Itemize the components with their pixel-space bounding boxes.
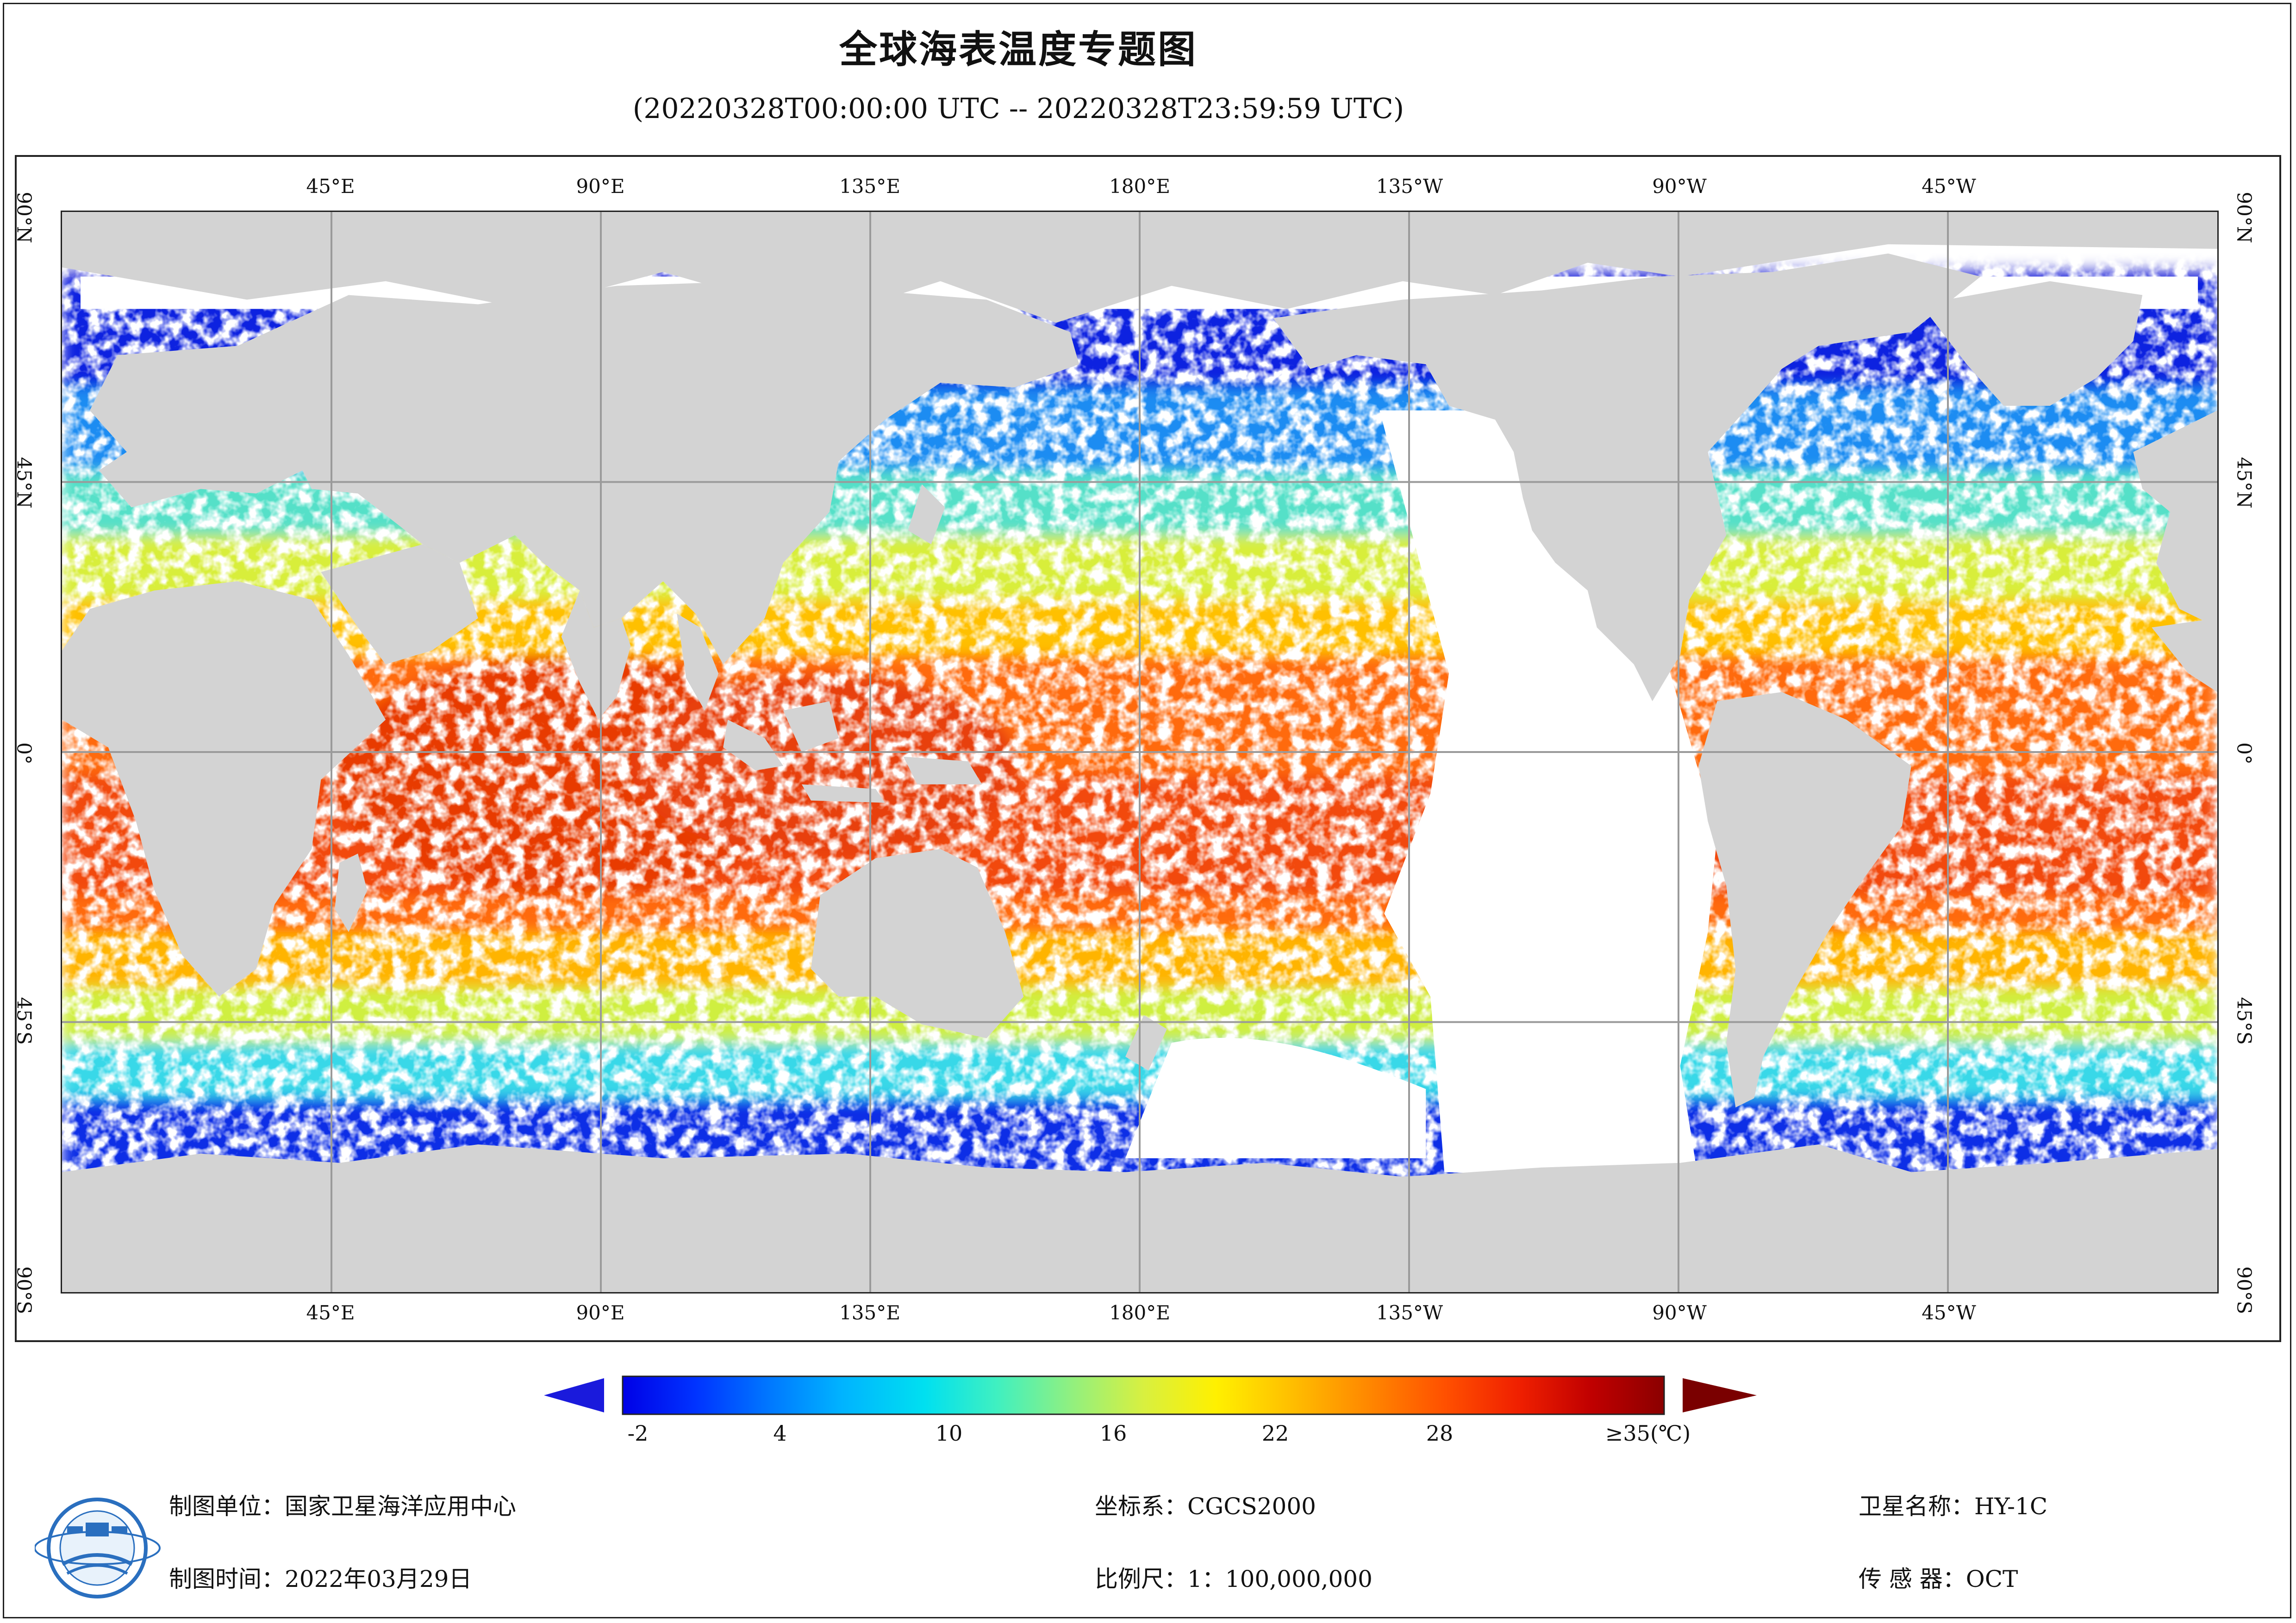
lon-label-top: 45°E (306, 175, 355, 198)
lon-label-top: 90°W (1652, 175, 1707, 198)
sst-map-svg (62, 212, 2217, 1292)
lat-label-left: 90°S (12, 1266, 36, 1314)
lat-label-right: 45°S (2233, 997, 2256, 1045)
lon-label-bottom: 45°E (306, 1301, 355, 1324)
lon-label-top: 90°E (576, 175, 625, 198)
lat-label-left: 90°N (12, 192, 36, 243)
lon-label-bottom: 135°W (1376, 1301, 1443, 1324)
colorbar-tick-label: 28 (1426, 1421, 1454, 1446)
sensor-name: 传 感 器：OCT (1859, 1566, 2018, 1592)
map-title: 全球海表温度专题图 (839, 28, 1198, 72)
lon-label-bottom: 45°W (1922, 1301, 1976, 1324)
lon-label-bottom: 90°E (576, 1301, 625, 1324)
mapping-date: 制图时间：2022年03月29日 (169, 1566, 472, 1592)
lat-label-right: 45°N (2233, 457, 2256, 509)
sst-map[interactable] (61, 211, 2219, 1293)
lon-label-top: 135°W (1376, 175, 1443, 198)
lat-label-left: 45°S (12, 997, 36, 1045)
lon-label-top: 135°E (839, 175, 900, 198)
map-scale: 比例尺：1：100,000,000 (1095, 1566, 1373, 1592)
lon-label-bottom: 90°W (1652, 1301, 1707, 1324)
lon-label-bottom: 135°E (839, 1301, 900, 1324)
colorbar-tick-label: 22 (1261, 1421, 1289, 1446)
colorbar-tick-label: ≥35(℃) (1605, 1421, 1691, 1446)
page-border (3, 3, 2291, 1618)
temperature-colorbar (544, 1375, 1757, 1415)
colorbar-over-arrow (1683, 1378, 1757, 1412)
lat-label-right: 90°N (2233, 192, 2256, 243)
nsoas-logo (35, 1498, 161, 1598)
colorbar-tick-label: 10 (935, 1421, 963, 1446)
coordinate-system: 坐标系：CGCS2000 (1095, 1493, 1316, 1520)
time-range-subtitle: (20220328T00:00:00 UTC -- 20220328T23:59… (632, 93, 1404, 125)
colorbar-tick-label: 16 (1099, 1421, 1127, 1446)
lon-label-top: 45°W (1922, 175, 1976, 198)
graticule (62, 212, 2217, 1292)
colorbar-under-arrow (544, 1378, 604, 1412)
lon-label-top: 180°E (1109, 175, 1170, 198)
lon-label-bottom: 180°E (1109, 1301, 1170, 1324)
satellite-name: 卫星名称：HY-1C (1859, 1493, 2048, 1520)
colorbar-tick-label: 4 (773, 1421, 787, 1446)
lat-label-right: 0° (2233, 742, 2256, 765)
lat-label-left: 45°N (12, 457, 36, 509)
colorbar-tick-label: -2 (627, 1421, 649, 1446)
lat-label-left: 0° (12, 742, 36, 765)
lat-label-right: 90°S (2233, 1266, 2256, 1314)
colorbar-gradient (622, 1375, 1665, 1415)
mapping-org: 制图单位：国家卫星海洋应用中心 (169, 1493, 516, 1520)
